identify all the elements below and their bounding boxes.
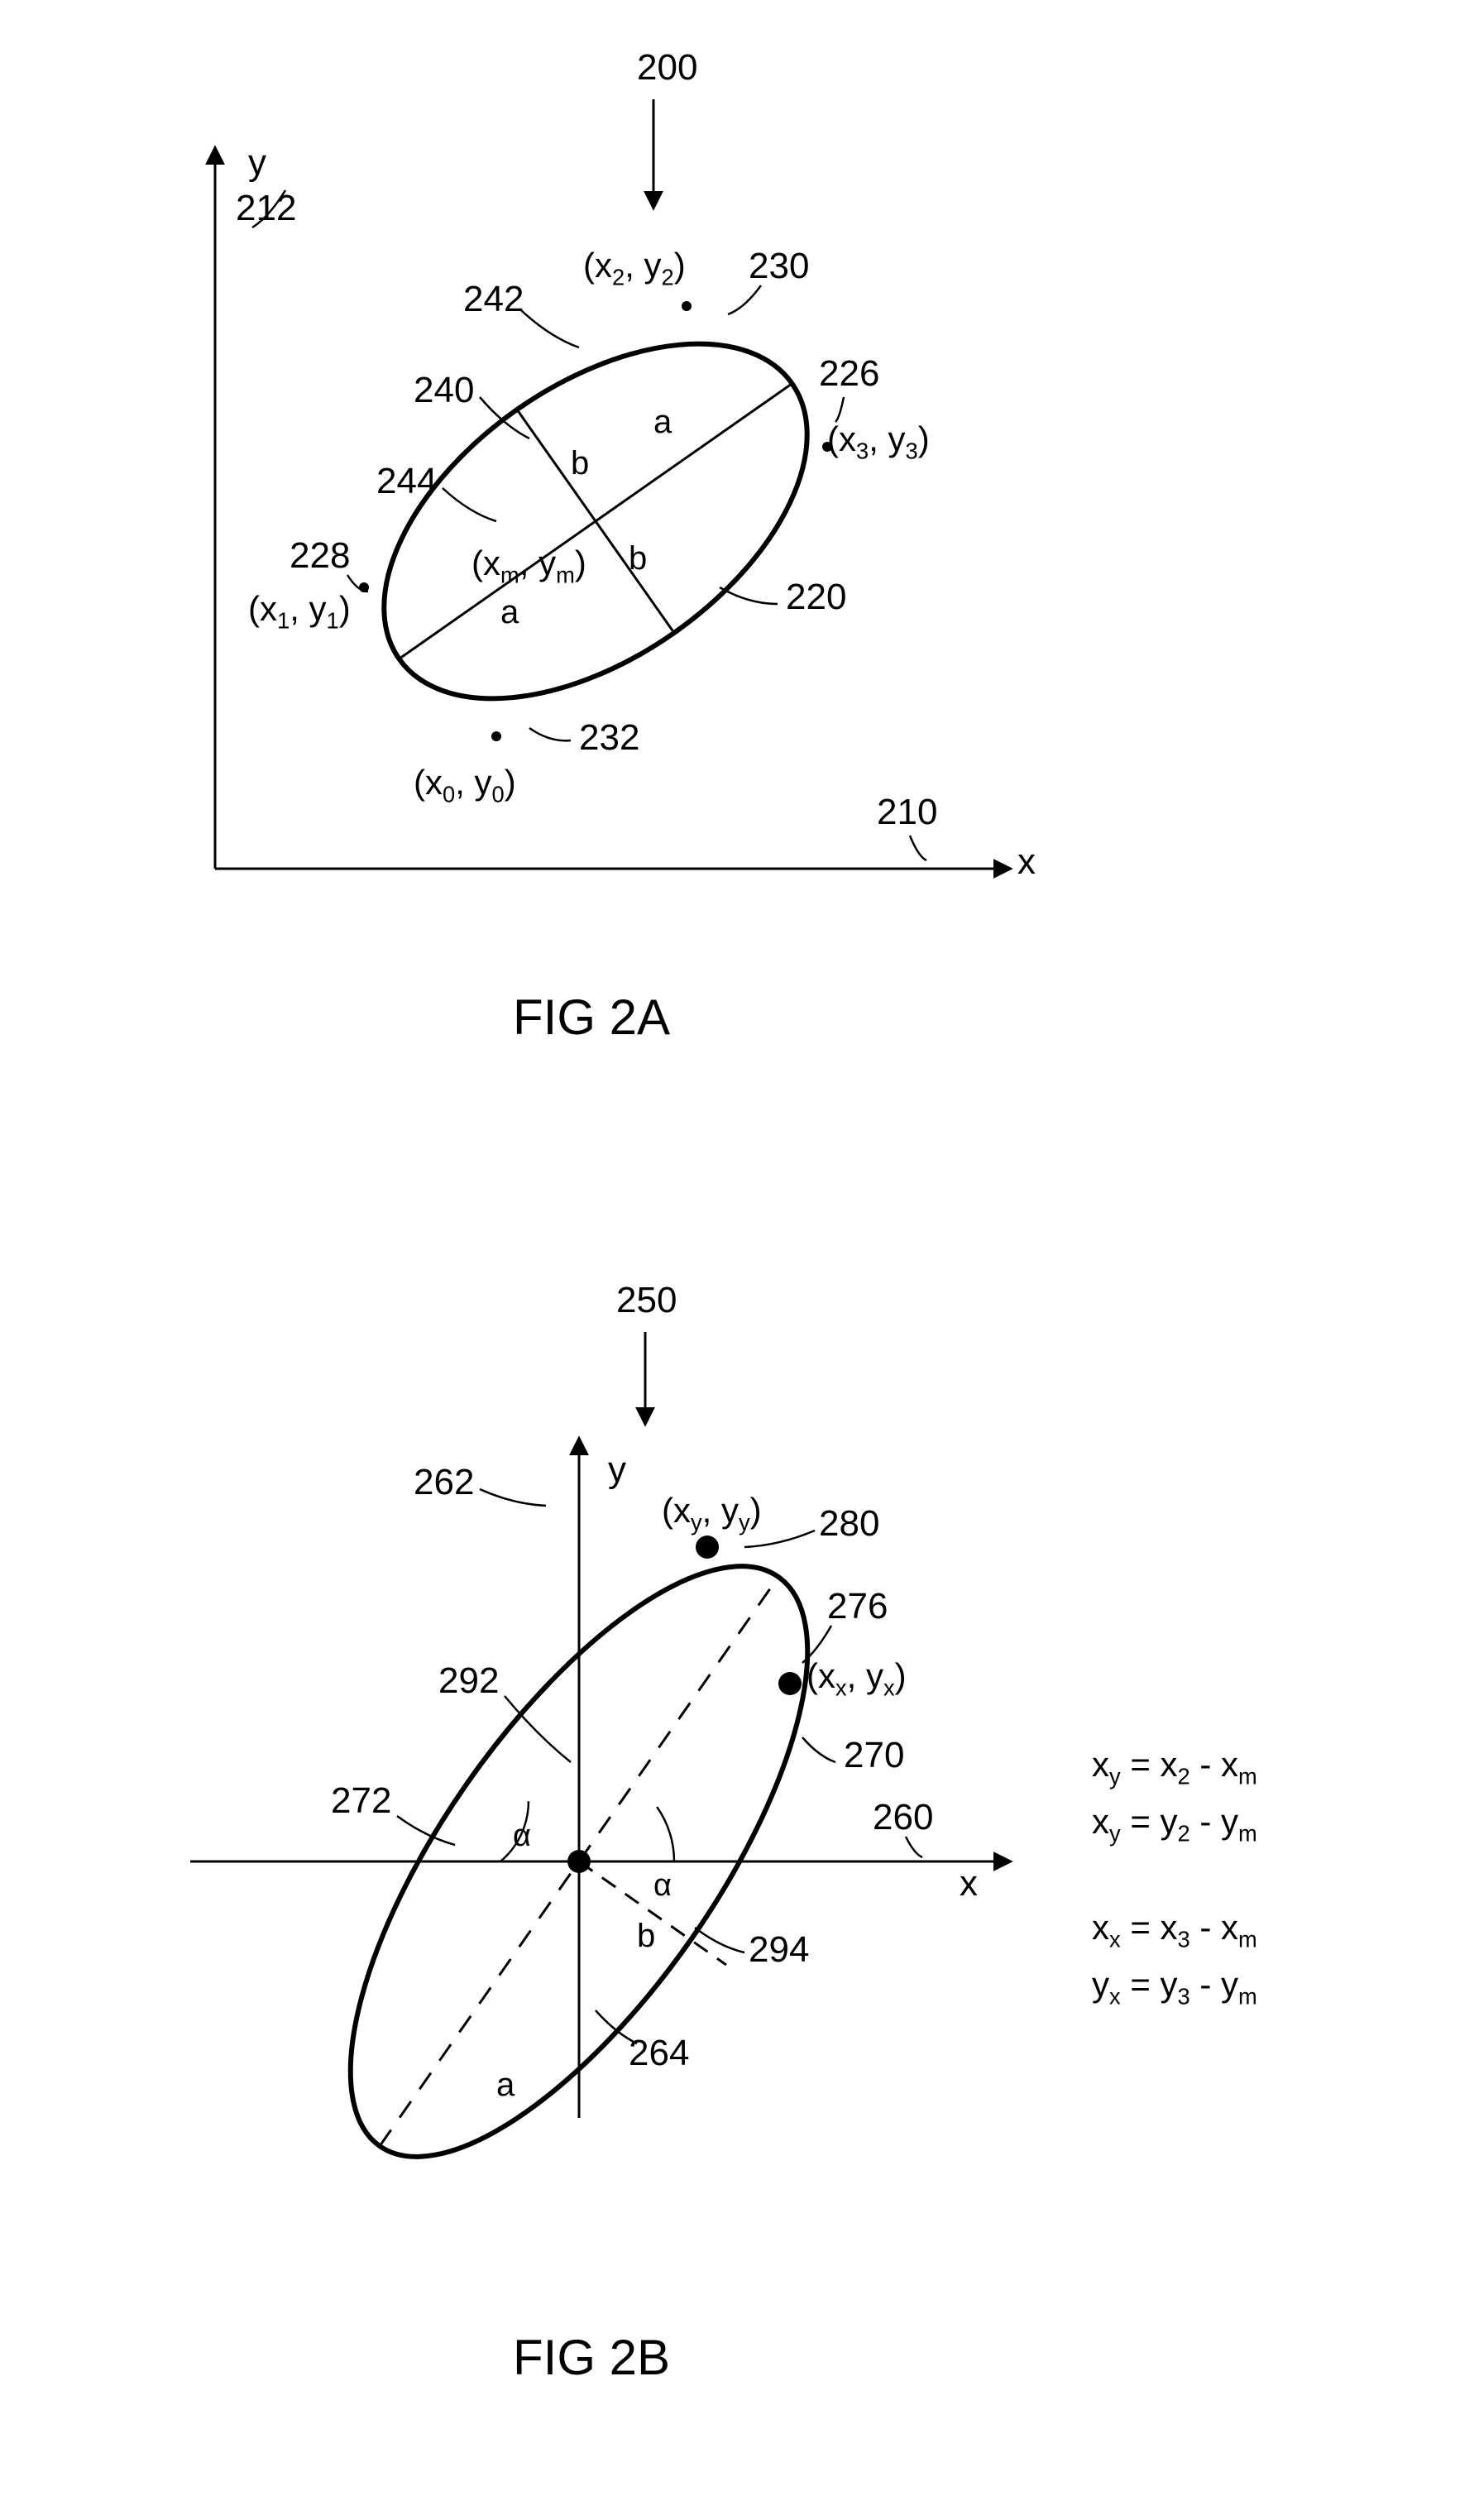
figA-axis-b1: b — [571, 447, 589, 480]
figA-y-axis-label: y — [248, 145, 266, 181]
figB-top-ref: 250 — [616, 1282, 677, 1319]
figB-ref-264: 264 — [629, 2035, 689, 2072]
figA-ref-244: 244 — [376, 463, 437, 500]
figB-ref-272: 272 — [331, 1783, 391, 1819]
figA-x-axis-label: x — [1017, 844, 1036, 880]
figA-ref-212: 212 — [236, 190, 296, 227]
figB-caption: FIG 2B — [513, 2333, 670, 2383]
figA-ref-230: 230 — [749, 248, 809, 285]
figB-a-label: a — [496, 2068, 515, 2101]
figB-b-label: b — [637, 1919, 655, 1952]
figB-ref-260: 260 — [873, 1799, 933, 1836]
figA-p0-coord: (x0, y0) — [414, 765, 516, 806]
figA-center-coord: (xm, ym) — [471, 546, 586, 587]
figA-axis-b2: b — [629, 542, 647, 575]
figA-ref-232: 232 — [579, 720, 639, 756]
figA-ref-242: 242 — [463, 281, 524, 318]
figB-ref-294: 294 — [749, 1932, 809, 1968]
figA-p3-coord: (x3, y3) — [827, 422, 930, 462]
figA-p2-coord: (x2, y2) — [583, 248, 686, 289]
figA-axis-a2: a — [500, 596, 519, 629]
figB-ref-292: 292 — [438, 1663, 499, 1699]
figB-py-coord: (xy, yy) — [662, 1493, 762, 1534]
figB-y-axis-label: y — [608, 1452, 626, 1488]
figure-2b-group — [190, 1332, 1009, 2225]
figA-ref-228: 228 — [290, 538, 350, 574]
figB-ref-262: 262 — [414, 1464, 474, 1501]
figA-ref-226: 226 — [819, 356, 879, 392]
figA-caption: FIG 2A — [513, 993, 670, 1042]
figB-alpha-upper: α — [513, 1820, 531, 1852]
figA-axis-a1: a — [653, 405, 672, 438]
figA-ref-220: 220 — [786, 579, 846, 616]
figB-ref-280: 280 — [819, 1506, 879, 1542]
figB-ref-270: 270 — [844, 1737, 904, 1774]
figA-p1-coord: (x1, y1) — [248, 592, 351, 632]
figB-px-coord: (xx, yx) — [807, 1659, 907, 1699]
figB-ref-276: 276 — [827, 1588, 888, 1625]
figB-equations: xy = x2 - xmxy = y2 - ymxx = x3 - xmyx =… — [1092, 1737, 1257, 2015]
figA-top-ref: 200 — [637, 50, 697, 86]
figA-ref-240: 240 — [414, 372, 474, 409]
figB-x-axis-label: x — [960, 1866, 978, 1902]
figB-alpha-lower: α — [653, 1870, 672, 1901]
figA-ref-210: 210 — [877, 794, 937, 831]
